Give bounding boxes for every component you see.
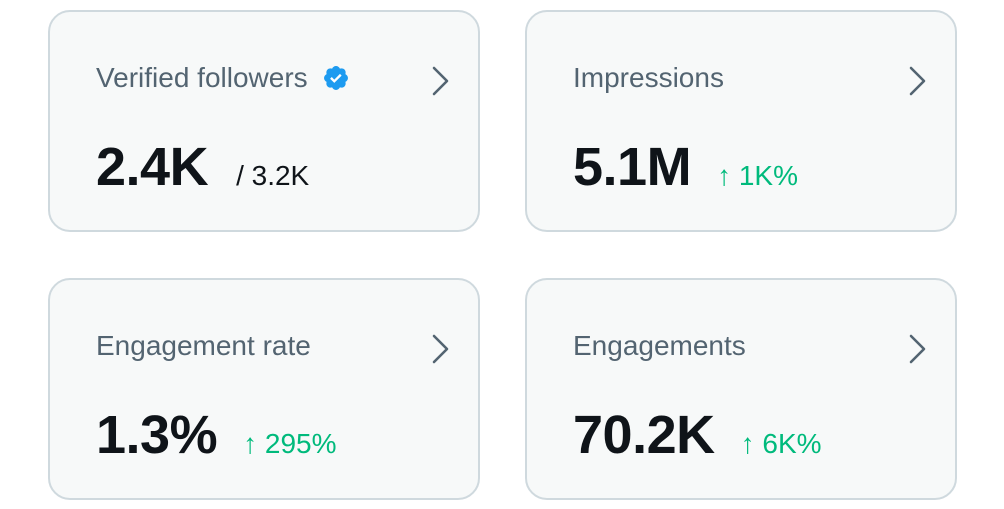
impressions-change: ↑ 1K% [717, 160, 798, 191]
impressions-card[interactable]: Impressions 5.1M ↑ 1K% [525, 10, 957, 232]
card-label: Engagements [573, 330, 746, 362]
card-label: Engagement rate [96, 330, 311, 362]
impressions-value: 5.1M [573, 137, 692, 197]
verified-followers-card[interactable]: Verified followers 2.4K / 3.2K [48, 10, 480, 232]
verified-followers-label: Verified followers [96, 62, 308, 93]
engagement-rate-label: Engagement rate [96, 330, 311, 361]
engagements-change: ↑ 6K% [740, 428, 822, 459]
chevron-right-icon[interactable] [430, 332, 452, 366]
verified-followers-value: 2.4K [96, 137, 209, 197]
verified-badge-icon [322, 64, 350, 92]
metric-row: 1.3% ↑ 295% [96, 404, 337, 466]
chevron-right-icon[interactable] [907, 332, 929, 366]
engagements-value: 70.2K [573, 405, 715, 465]
chevron-right-icon[interactable] [430, 64, 452, 98]
engagement-rate-change: ↑ 295% [243, 428, 337, 459]
engagements-card[interactable]: Engagements 70.2K ↑ 6K% [525, 278, 957, 500]
chevron-right-icon[interactable] [907, 64, 929, 98]
metric-row: 70.2K ↑ 6K% [573, 404, 822, 466]
metric-row: 2.4K / 3.2K [96, 136, 309, 198]
total-followers-value: / 3.2K [236, 160, 310, 191]
impressions-label: Impressions [573, 62, 724, 93]
card-label: Impressions [573, 62, 724, 94]
engagements-label: Engagements [573, 330, 746, 361]
metric-row: 5.1M ↑ 1K% [573, 136, 798, 198]
engagement-rate-value: 1.3% [96, 405, 218, 465]
engagement-rate-card[interactable]: Engagement rate 1.3% ↑ 295% [48, 278, 480, 500]
card-label: Verified followers [96, 62, 350, 94]
